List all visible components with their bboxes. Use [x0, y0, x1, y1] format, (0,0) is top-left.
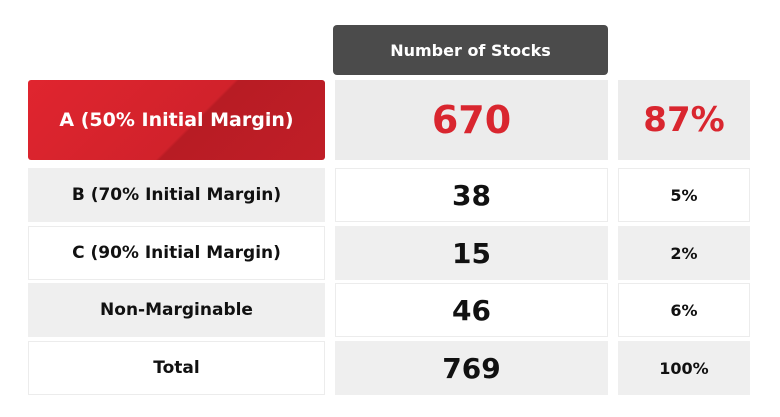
- stock-count: 46: [335, 283, 608, 337]
- stock-percent: 6%: [618, 283, 750, 337]
- stock-count: 769: [335, 341, 608, 395]
- row-label: Total: [28, 341, 325, 395]
- stock-percent: 87%: [618, 80, 750, 160]
- stock-percent: 5%: [618, 168, 750, 222]
- stock-percent: 100%: [618, 341, 750, 395]
- row-label: A (50% Initial Margin): [28, 80, 325, 160]
- stock-count: 670: [335, 80, 608, 160]
- column-header: Number of Stocks: [333, 25, 608, 75]
- stock-count: 38: [335, 168, 608, 222]
- stock-count: 15: [335, 226, 608, 280]
- row-label: Non-Marginable: [28, 283, 325, 337]
- row-label: B (70% Initial Margin): [28, 168, 325, 222]
- row-label: C (90% Initial Margin): [28, 226, 325, 280]
- stock-percent: 2%: [618, 226, 750, 280]
